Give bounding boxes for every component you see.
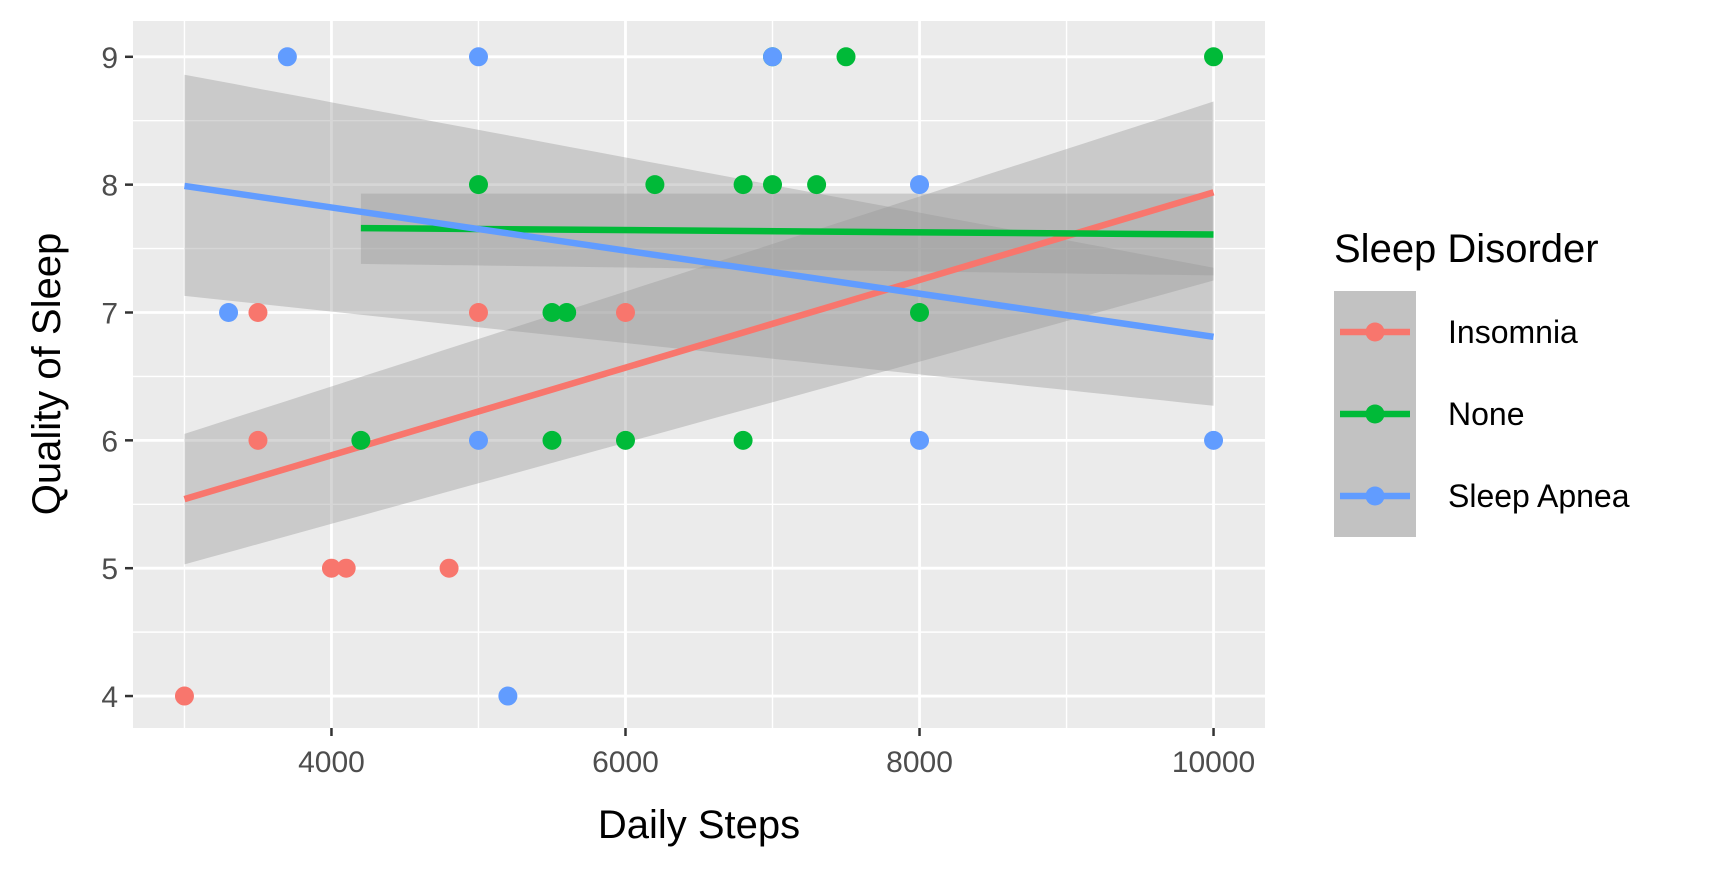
x-tick-label: 8000: [886, 746, 953, 779]
data-point: [557, 302, 577, 322]
panel-background: [133, 21, 1265, 728]
data-point: [733, 430, 753, 450]
legend-label: None: [1448, 396, 1525, 432]
y-axis-title: Quality of Sleep: [25, 233, 69, 515]
legend-label: Sleep Apnea: [1448, 478, 1630, 514]
data-point: [248, 302, 268, 322]
data-point: [248, 430, 268, 450]
legend-title: Sleep Disorder: [1334, 227, 1599, 271]
data-point: [733, 175, 753, 195]
data-point: [468, 430, 488, 450]
y-tick-label: 5: [101, 553, 118, 586]
y-tick-label: 6: [101, 425, 118, 458]
data-points: [174, 47, 1224, 706]
data-point: [498, 686, 518, 706]
data-point: [336, 558, 356, 578]
y-tick-label: 4: [101, 681, 118, 714]
data-point: [910, 302, 930, 322]
data-point: [468, 47, 488, 67]
data-point: [763, 47, 783, 67]
data-point: [468, 302, 488, 322]
data-point: [351, 430, 371, 450]
y-axis-ticks: 4 5 6 7 8 9: [101, 42, 133, 714]
data-point: [321, 558, 341, 578]
major-gridlines: [133, 21, 1265, 728]
legend-key-point: [1365, 486, 1385, 506]
x-axis-title: Daily Steps: [598, 803, 800, 847]
data-point: [807, 175, 827, 195]
x-axis-ticks: 4000 6000 8000 10000: [298, 728, 1255, 779]
legend-label: Insomnia: [1448, 314, 1578, 350]
data-point: [542, 430, 562, 450]
data-point: [277, 47, 297, 67]
data-point: [1204, 47, 1224, 67]
y-tick-label: 8: [101, 170, 118, 203]
confidence-band: [184, 74, 1214, 406]
y-tick-label: 9: [101, 42, 118, 75]
data-point: [439, 558, 459, 578]
data-point: [1204, 430, 1224, 450]
confidence-band: [184, 101, 1214, 565]
trend-line: [183, 182, 1215, 341]
trend-line: [360, 224, 1214, 238]
data-point: [645, 175, 665, 195]
data-point: [219, 302, 239, 322]
legend-key-point: [1365, 322, 1385, 342]
data-point: [542, 302, 562, 322]
legend-key-point: [1365, 404, 1385, 424]
data-point: [910, 175, 930, 195]
legend: Sleep Disorder Insomnia None Sleep Apnea: [1334, 227, 1630, 537]
data-point: [763, 175, 783, 195]
x-tick-label: 6000: [592, 746, 659, 779]
data-point: [910, 430, 930, 450]
data-point: [174, 686, 194, 706]
x-tick-label: 10000: [1172, 746, 1255, 779]
data-point: [468, 175, 488, 195]
data-point: [615, 302, 635, 322]
data-point: [836, 47, 856, 67]
data-point: [615, 430, 635, 450]
minor-gridlines: [133, 21, 1265, 728]
x-tick-label: 4000: [298, 746, 365, 779]
y-tick-label: 7: [101, 297, 118, 330]
